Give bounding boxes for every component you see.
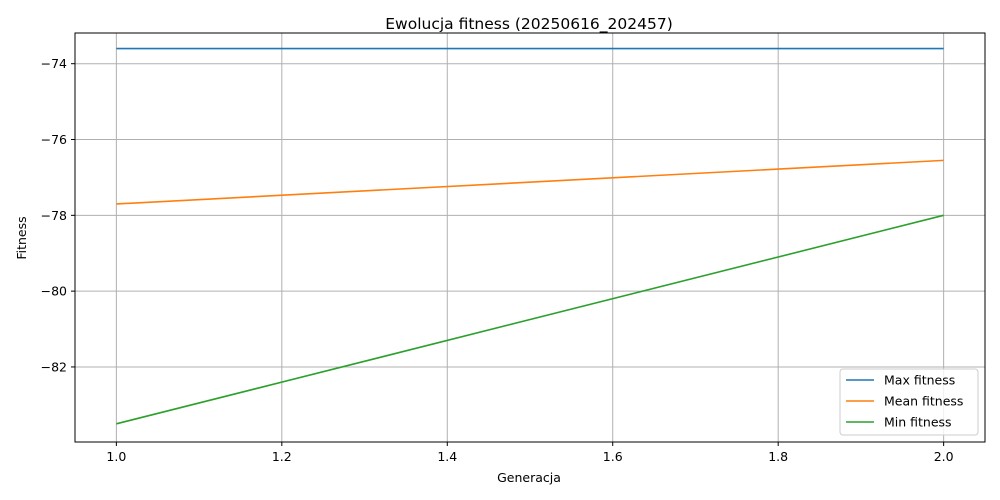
x-tick-label: 1.4	[437, 449, 457, 464]
y-axis-label: Fitness	[14, 216, 29, 259]
x-ticks: 1.0 1.2 1.4 1.6 1.8 2.0	[106, 442, 954, 464]
y-tick-label: −82	[41, 359, 67, 374]
legend: Max fitness Mean fitness Min fitness	[839, 368, 979, 436]
y-tick-label: −76	[41, 132, 67, 147]
x-tick-label: 1.2	[272, 449, 292, 464]
plot-frame	[74, 32, 986, 443]
x-tick-label: 2.0	[934, 449, 954, 464]
series-lines	[116, 47, 944, 425]
x-axis-label: Generacja	[497, 470, 561, 485]
x-tick-label: 1.6	[603, 449, 623, 464]
series-line-mean-fitness	[116, 159, 944, 205]
y-tick-label: −74	[41, 56, 67, 71]
grid	[75, 33, 985, 442]
legend-label-max-fitness: Max fitness	[884, 373, 955, 388]
series-line-min-fitness	[116, 214, 944, 425]
y-ticks: −82 −80 −78 −76 −74	[41, 56, 75, 374]
legend-label-min-fitness: Min fitness	[884, 415, 952, 430]
chart-title: Ewolucja fitness (20250616_202457)	[385, 15, 673, 34]
y-tick-label: −80	[41, 284, 67, 299]
y-tick-label: −78	[41, 208, 67, 223]
x-tick-label: 1.8	[768, 449, 788, 464]
x-tick-label: 1.0	[106, 449, 126, 464]
legend-box	[839, 368, 979, 436]
legend-label-mean-fitness: Mean fitness	[884, 394, 963, 409]
